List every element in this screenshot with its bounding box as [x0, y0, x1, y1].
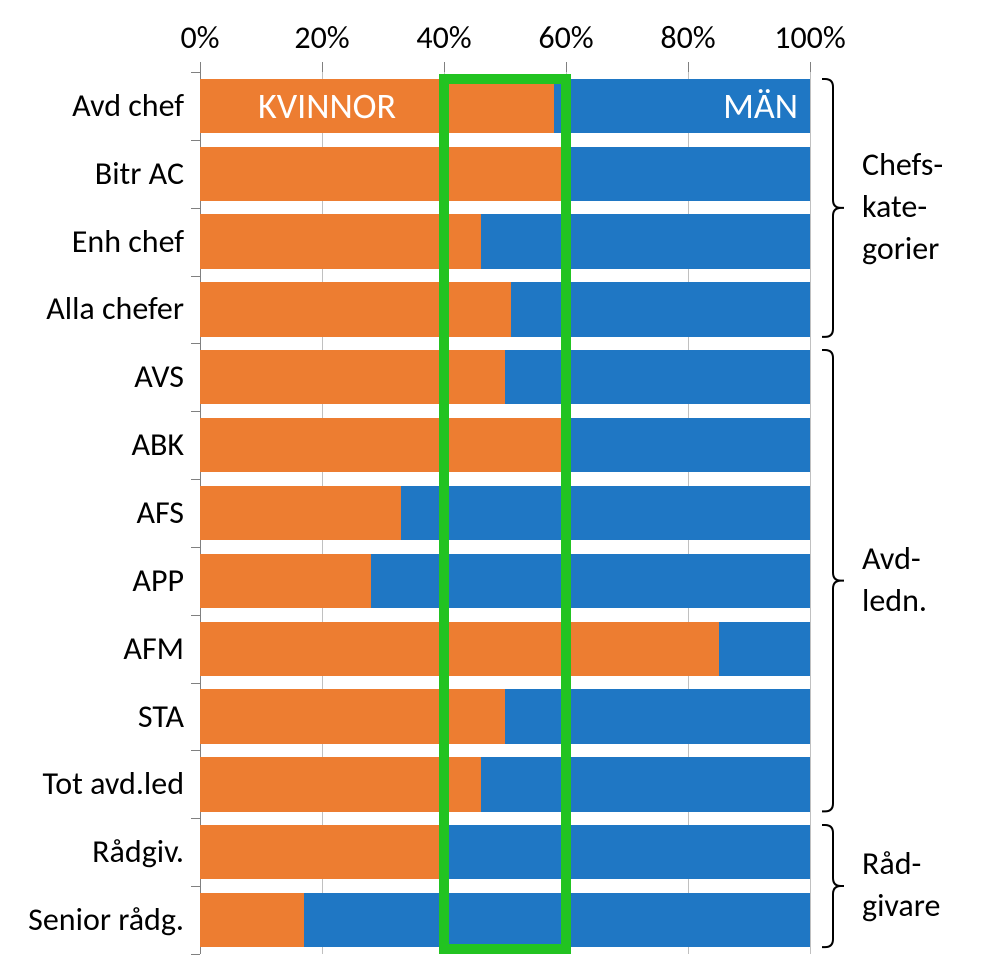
- x-tick-label: 60%: [538, 18, 593, 57]
- bar-segment-man: [566, 418, 810, 472]
- category-label: STA: [138, 697, 184, 736]
- bar-segment-kvinnor: [200, 486, 401, 540]
- bar-segment-man: [566, 147, 810, 201]
- highlight-rectangle: [439, 74, 571, 954]
- category-label: Senior rådg.: [28, 900, 184, 939]
- category-tick: [191, 343, 200, 344]
- category-tick: [191, 72, 200, 73]
- bar-segment-kvinnor: [200, 825, 444, 879]
- category-label: AFM: [123, 629, 184, 668]
- x-tick-mark: [810, 62, 811, 72]
- category-label: Avd chef: [72, 86, 184, 125]
- category-tick: [191, 750, 200, 751]
- x-tick-mark: [322, 62, 323, 72]
- category-tick: [191, 411, 200, 412]
- bar-segment-kvinnor: [200, 554, 371, 608]
- x-tick-label: 80%: [660, 18, 715, 57]
- group-bracket: [822, 825, 858, 947]
- x-tick-label: 100%: [774, 18, 846, 57]
- category-tick: [191, 140, 200, 141]
- category-label: ABK: [131, 425, 184, 464]
- x-tick-mark: [444, 62, 445, 72]
- category-label: Bitr AC: [95, 154, 184, 193]
- group-label: Avd-: [862, 539, 921, 578]
- group-label: givare: [862, 886, 940, 925]
- category-label: APP: [132, 561, 184, 600]
- group-bracket: [822, 79, 858, 337]
- series-label-kvinnor: KVINNOR: [258, 84, 396, 128]
- category-tick: [191, 276, 200, 277]
- category-tick: [191, 547, 200, 548]
- x-tick-mark: [688, 62, 689, 72]
- group-label: Chefs-: [862, 145, 943, 184]
- group-label: Råd-: [862, 844, 921, 883]
- group-label: kate-: [862, 187, 927, 226]
- category-label: AVS: [134, 357, 184, 396]
- category-tick: [191, 208, 200, 209]
- bar-segment-man: [371, 554, 810, 608]
- category-label: Tot avd.led: [43, 764, 184, 803]
- bar-segment-man: [719, 622, 811, 676]
- category-tick: [191, 479, 200, 480]
- group-label: ledn.: [862, 581, 927, 620]
- category-tick: [191, 615, 200, 616]
- x-tick-label: 20%: [294, 18, 349, 57]
- bar-segment-kvinnor: [200, 893, 304, 947]
- category-label: AFS: [137, 493, 184, 532]
- category-label: Enh chef: [72, 222, 184, 261]
- x-tick-mark: [566, 62, 567, 72]
- category-label: Rådgiv.: [92, 832, 184, 871]
- grid-line: [810, 72, 811, 954]
- chart-stage: 0% 20% 40% 60% 80% 100% Avd chef Bitr AC Enh ch…: [0, 0, 998, 966]
- group-bracket: [822, 350, 858, 811]
- category-tick: [191, 954, 200, 955]
- category-tick: [191, 886, 200, 887]
- series-label-man: MÄN: [723, 84, 798, 128]
- x-tick-label: 40%: [416, 18, 471, 57]
- category-label: Alla chefer: [46, 289, 184, 328]
- category-tick: [191, 683, 200, 684]
- category-tick: [191, 818, 200, 819]
- group-label: gorier: [862, 229, 939, 268]
- x-tick-label: 0%: [180, 18, 219, 57]
